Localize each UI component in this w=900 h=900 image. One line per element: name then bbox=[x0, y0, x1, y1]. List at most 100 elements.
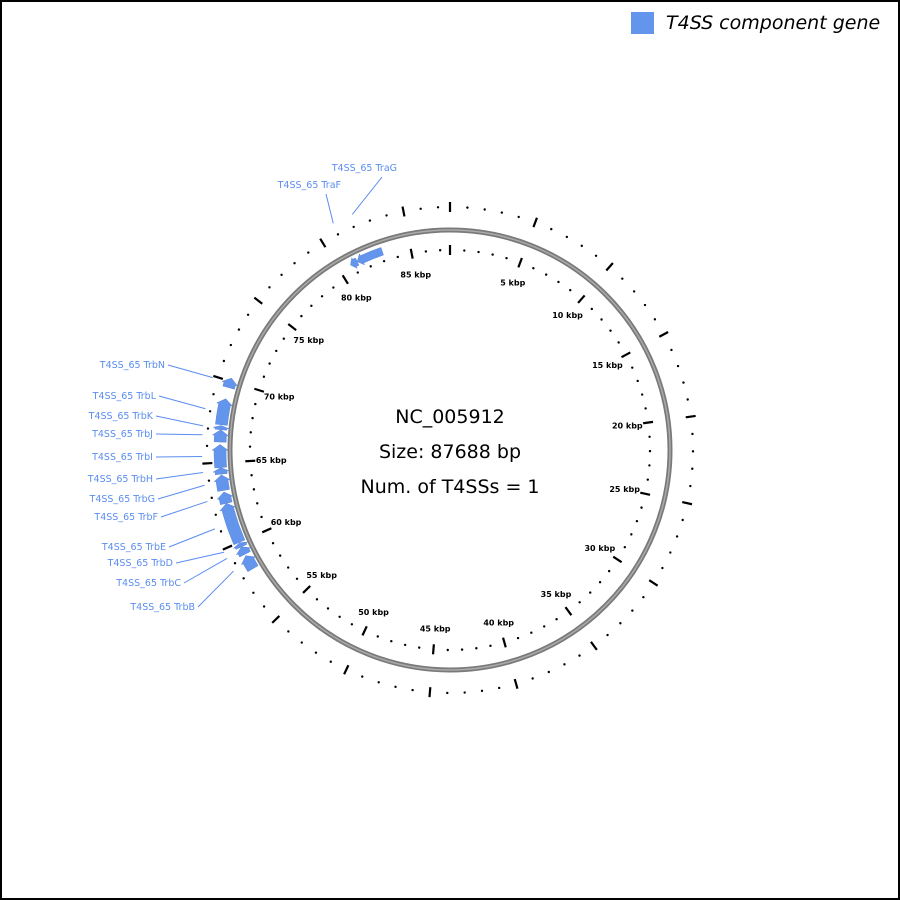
minor-tick bbox=[544, 273, 548, 276]
gene-leader-line bbox=[157, 484, 205, 500]
minor-tick bbox=[640, 506, 643, 509]
minor-tick bbox=[338, 615, 341, 619]
minor-tick bbox=[300, 314, 303, 318]
tick-label: 30 kbp bbox=[584, 544, 615, 553]
major-tick bbox=[517, 257, 523, 268]
minor-tick bbox=[280, 273, 283, 277]
minor-tick bbox=[332, 286, 335, 289]
minor-tick bbox=[252, 591, 255, 594]
gene-leader-line bbox=[155, 433, 203, 436]
major-tick bbox=[648, 579, 659, 587]
gene-label[interactable]: T4SS_65 TrbK bbox=[88, 411, 154, 422]
gene-label[interactable]: T4SS_65 TraG bbox=[331, 163, 397, 174]
minor-tick bbox=[477, 250, 480, 254]
minor-tick bbox=[542, 625, 546, 628]
gene-label[interactable]: T4SS_65 TrbE bbox=[101, 542, 166, 553]
gene-arrow[interactable] bbox=[215, 398, 234, 426]
gene-arrow[interactable] bbox=[213, 425, 230, 431]
gene-label[interactable]: T4SS_65 TrbJ bbox=[91, 429, 153, 440]
major-tick bbox=[681, 500, 693, 506]
gene-arrow[interactable] bbox=[216, 491, 234, 506]
gene-arrow[interactable] bbox=[235, 546, 252, 558]
tick-label: 45 kbp bbox=[420, 624, 451, 633]
minor-tick bbox=[489, 644, 492, 648]
minor-tick bbox=[307, 251, 310, 254]
minor-tick bbox=[219, 530, 223, 533]
gene-label[interactable]: T4SS_65 TrbL bbox=[92, 391, 157, 402]
legend-swatch bbox=[631, 12, 654, 34]
minor-tick bbox=[609, 329, 612, 332]
minor-tick bbox=[300, 641, 303, 644]
gene-arrow[interactable] bbox=[213, 474, 231, 492]
gene-arrow[interactable] bbox=[356, 247, 384, 266]
major-tick bbox=[513, 678, 519, 689]
minor-tick bbox=[631, 609, 634, 612]
minor-tick bbox=[251, 416, 254, 420]
minor-tick bbox=[275, 349, 278, 353]
minor-tick bbox=[377, 681, 380, 684]
gene-arrow[interactable] bbox=[211, 429, 230, 443]
gene-leader-line bbox=[155, 415, 204, 427]
gene-label[interactable]: T4SS_65 TrbF bbox=[93, 512, 158, 523]
legend-label: T4SS component gene bbox=[666, 12, 881, 34]
gene-label[interactable]: T4SS_65 TrbN bbox=[99, 360, 165, 371]
minor-tick bbox=[463, 249, 466, 252]
minor-tick bbox=[644, 407, 647, 410]
major-tick bbox=[532, 217, 538, 228]
major-tick bbox=[319, 238, 327, 248]
minor-tick bbox=[661, 566, 664, 570]
major-tick bbox=[202, 461, 213, 465]
gene-arrow[interactable] bbox=[219, 503, 246, 546]
major-tick bbox=[643, 420, 654, 425]
gene-arrow[interactable] bbox=[221, 377, 239, 390]
minor-tick bbox=[600, 318, 603, 321]
gene-arrow[interactable] bbox=[212, 467, 230, 476]
minor-tick bbox=[315, 598, 319, 601]
gene-arrow[interactable] bbox=[211, 444, 229, 469]
minor-tick bbox=[411, 688, 414, 692]
minor-tick bbox=[640, 393, 644, 396]
minor-tick bbox=[606, 633, 609, 637]
major-tick bbox=[212, 374, 224, 380]
minor-tick bbox=[352, 225, 355, 229]
minor-tick bbox=[382, 259, 386, 263]
minor-tick bbox=[617, 341, 620, 344]
minor-tick bbox=[594, 254, 598, 258]
gene-arrow[interactable] bbox=[233, 541, 249, 550]
minor-tick bbox=[361, 675, 364, 678]
minor-tick bbox=[250, 474, 253, 477]
minor-tick bbox=[516, 636, 520, 640]
minor-tick bbox=[237, 328, 241, 331]
gene-label[interactable]: T4SS_65 TrbD bbox=[107, 558, 173, 569]
gene-label[interactable]: T4SS_65 TrbH bbox=[87, 474, 153, 485]
minor-tick bbox=[636, 379, 639, 383]
minor-tick bbox=[205, 444, 209, 448]
tick-label: 85 kbp bbox=[400, 270, 431, 279]
minor-tick bbox=[286, 566, 290, 569]
minor-tick bbox=[598, 580, 602, 584]
gene-arrow[interactable] bbox=[240, 555, 259, 573]
gene-label[interactable]: T4SS_65 TrbB bbox=[129, 602, 195, 613]
minor-tick bbox=[563, 663, 566, 666]
minor-tick bbox=[669, 551, 672, 554]
gene-label[interactable]: T4SS_65 TrbI bbox=[91, 452, 153, 463]
minor-tick bbox=[635, 519, 639, 523]
minor-tick bbox=[214, 513, 217, 516]
tick-label: 20 kbp bbox=[612, 421, 643, 430]
tick-label: 80 kbp bbox=[341, 293, 372, 302]
gene-label[interactable]: T4SS_65 TraF bbox=[277, 180, 341, 191]
major-tick bbox=[341, 274, 349, 285]
tick-label: 50 kbp bbox=[358, 608, 389, 617]
minor-tick bbox=[249, 431, 252, 434]
minor-tick bbox=[271, 542, 275, 545]
minor-tick bbox=[419, 207, 422, 210]
gene-leader-line bbox=[197, 570, 234, 608]
major-tick bbox=[245, 459, 256, 463]
tick-label: 15 kbp bbox=[592, 361, 623, 370]
minor-tick bbox=[557, 280, 560, 284]
minor-tick bbox=[268, 286, 271, 289]
gene-label[interactable]: T4SS_65 TrbG bbox=[89, 494, 155, 505]
major-tick bbox=[361, 625, 368, 636]
gene-label[interactable]: T4SS_65 TrbC bbox=[115, 578, 181, 589]
